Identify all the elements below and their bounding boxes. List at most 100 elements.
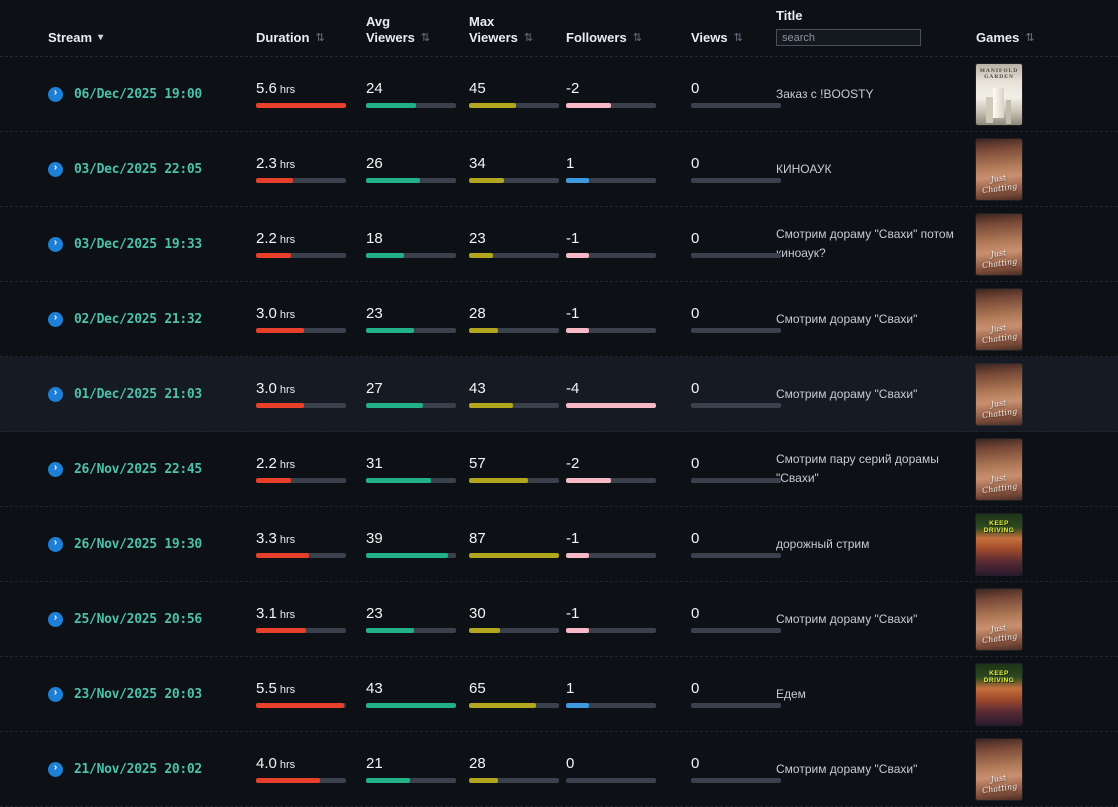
followers-bar	[566, 253, 656, 258]
stream-title: Смотрим дораму "Свахи"	[776, 311, 918, 326]
stream-cell: › 03/Dec/2025 22:05	[48, 161, 256, 177]
game-thumbnail[interactable]: Just Chatting	[976, 288, 1022, 350]
stream-expand-icon[interactable]: ›	[48, 161, 63, 177]
game-thumbnail[interactable]: KEEP DRIVING	[976, 513, 1022, 575]
chevron-right-icon: ›	[53, 612, 58, 623]
max-viewers-cell: 43	[469, 380, 566, 408]
column-header-title-label: Title	[776, 8, 803, 23]
stream-date: 23/Nov/2025 20:03	[74, 686, 202, 702]
max-viewers-value: 30	[469, 605, 486, 622]
stream-date: 02/Dec/2025 21:32	[74, 311, 202, 327]
sort-icon: ⇅	[420, 31, 431, 44]
stream-row[interactable]: › 26/Nov/2025 22:45 2.2 hrs 31 57 -2 0 С…	[0, 432, 1118, 507]
stream-date: 25/Nov/2025 20:56	[74, 611, 202, 627]
game-thumbnail[interactable]: Just Chatting	[976, 738, 1022, 800]
game-thumbnail[interactable]: Just Chatting	[976, 138, 1022, 200]
avg-viewers-bar	[366, 703, 456, 708]
max-viewers-cell: 28	[469, 305, 566, 333]
max-viewers-bar	[469, 403, 559, 408]
stream-row[interactable]: › 25/Nov/2025 20:56 3.1 hrs 23 30 -1 0 С…	[0, 582, 1118, 657]
table-header: Stream ▾ Duration ⇅ Avg Viewers ⇅ Max Vi…	[0, 0, 1118, 57]
avg-viewers-value: 24	[366, 80, 383, 97]
followers-cell: -1	[566, 305, 691, 333]
stream-expand-icon[interactable]: ›	[48, 536, 63, 552]
max-viewers-value: 43	[469, 380, 486, 397]
stream-row[interactable]: › 01/Dec/2025 21:03 3.0 hrs 27 43 -4 0 С…	[0, 357, 1118, 432]
views-bar	[691, 778, 781, 783]
game-thumbnail[interactable]: Just Chatting	[976, 588, 1022, 650]
stream-expand-icon[interactable]: ›	[48, 461, 63, 477]
game-title-label: Just Chatting	[981, 623, 1018, 645]
followers-value: -2	[566, 80, 580, 97]
game-thumbnail[interactable]: Just Chatting	[976, 363, 1022, 425]
followers-cell: 1	[566, 680, 691, 708]
column-header-max-viewers[interactable]: Max Viewers ⇅	[469, 14, 566, 47]
stream-row[interactable]: › 26/Nov/2025 19:30 3.3 hrs 39 87 -1 0 д…	[0, 507, 1118, 582]
avg-viewers-cell: 21	[366, 755, 469, 783]
max-viewers-cell: 57	[469, 455, 566, 483]
avg-viewers-value: 43	[366, 680, 383, 697]
stream-cell: › 01/Dec/2025 21:03	[48, 386, 256, 402]
column-header-views-label: Views	[691, 30, 728, 45]
avg-viewers-bar	[366, 403, 456, 408]
duration-bar	[256, 103, 346, 108]
stream-row[interactable]: › 02/Dec/2025 21:32 3.0 hrs 23 28 -1 0 С…	[0, 282, 1118, 357]
max-viewers-cell: 23	[469, 230, 566, 258]
stream-expand-icon[interactable]: ›	[48, 761, 63, 777]
column-header-avg-viewers-label: Avg Viewers	[366, 13, 415, 45]
chevron-right-icon: ›	[53, 237, 58, 248]
game-title-label: Just Chatting	[981, 248, 1018, 270]
followers-bar	[566, 778, 656, 783]
duration-cell: 3.3 hrs	[256, 530, 366, 558]
game-title-label: Just Chatting	[981, 173, 1018, 195]
duration-cell: 5.6 hrs	[256, 80, 366, 108]
followers-value: -4	[566, 380, 580, 397]
duration-cell: 3.0 hrs	[256, 380, 366, 408]
stream-expand-icon[interactable]: ›	[48, 236, 63, 252]
game-title-label: MANIFOLD GARDEN	[979, 67, 1019, 81]
column-header-stream[interactable]: Stream ▾	[48, 30, 256, 46]
views-bar	[691, 628, 781, 633]
max-viewers-cell: 28	[469, 755, 566, 783]
game-thumbnail[interactable]: Just Chatting	[976, 213, 1022, 275]
duration-value: 2.2	[256, 230, 277, 247]
stream-expand-icon[interactable]: ›	[48, 611, 63, 627]
stream-row[interactable]: › 03/Dec/2025 22:05 2.3 hrs 26 34 1 0 КИ…	[0, 132, 1118, 207]
max-viewers-bar	[469, 328, 559, 333]
views-cell: 0	[691, 380, 781, 408]
views-bar	[691, 253, 781, 258]
column-header-avg-viewers[interactable]: Avg Viewers ⇅	[366, 14, 469, 47]
views-cell: 0	[691, 230, 781, 258]
stream-date: 03/Dec/2025 19:33	[74, 236, 202, 252]
game-thumbnail[interactable]: Just Chatting	[976, 438, 1022, 500]
stream-row[interactable]: › 23/Nov/2025 20:03 5.5 hrs 43 65 1 0 Ед…	[0, 657, 1118, 732]
views-cell: 0	[691, 755, 781, 783]
stream-expand-icon[interactable]: ›	[48, 686, 63, 702]
avg-viewers-cell: 27	[366, 380, 469, 408]
column-header-games[interactable]: Games ⇅	[976, 30, 1066, 46]
views-cell: 0	[691, 680, 781, 708]
avg-viewers-cell: 43	[366, 680, 469, 708]
views-bar	[691, 403, 781, 408]
stream-title: Смотрим дораму "Свахи"	[776, 386, 918, 401]
views-bar	[691, 328, 781, 333]
max-viewers-cell: 30	[469, 605, 566, 633]
stream-expand-icon[interactable]: ›	[48, 311, 63, 327]
followers-cell: -2	[566, 455, 691, 483]
stream-row[interactable]: › 03/Dec/2025 19:33 2.2 hrs 18 23 -1 0 С…	[0, 207, 1118, 282]
game-thumbnail[interactable]: KEEP DRIVING	[976, 663, 1022, 725]
max-viewers-bar	[469, 778, 559, 783]
stream-expand-icon[interactable]: ›	[48, 386, 63, 402]
column-header-followers[interactable]: Followers ⇅	[566, 30, 691, 46]
chevron-right-icon: ›	[53, 462, 58, 473]
avg-viewers-value: 39	[366, 530, 383, 547]
stream-row[interactable]: › 21/Nov/2025 20:02 4.0 hrs 21 28 0 0 См…	[0, 732, 1118, 807]
game-thumbnail[interactable]: MANIFOLD GARDEN	[976, 63, 1022, 125]
title-search-input[interactable]	[776, 29, 921, 47]
column-header-views[interactable]: Views ⇅	[691, 30, 776, 46]
stream-expand-icon[interactable]: ›	[48, 86, 63, 102]
column-header-duration[interactable]: Duration ⇅	[256, 30, 366, 46]
stream-row[interactable]: › 06/Dec/2025 19:00 5.6 hrs 24 45 -2 0 З…	[0, 57, 1118, 132]
followers-cell: -2	[566, 80, 691, 108]
max-viewers-bar	[469, 103, 559, 108]
